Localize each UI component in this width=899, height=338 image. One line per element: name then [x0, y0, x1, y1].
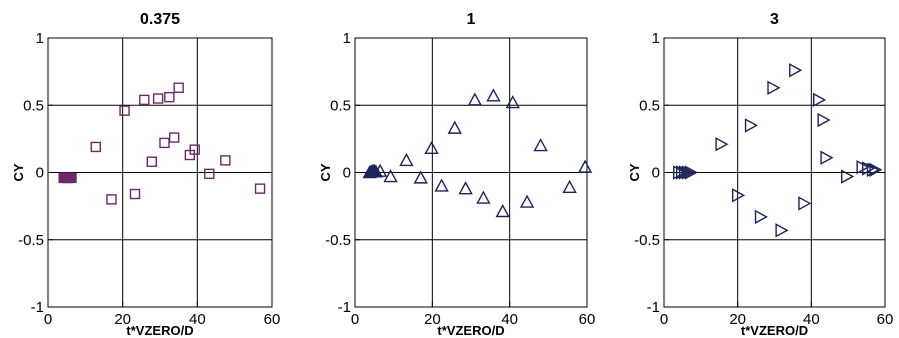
data-point [775, 223, 789, 238]
x-tick-label: 40 [189, 311, 206, 328]
data-point [220, 155, 231, 166]
data-point [106, 194, 117, 205]
chart-title: 0.375 [140, 11, 180, 28]
y-tick-label: -0.5 [325, 232, 351, 249]
data-point [168, 132, 180, 143]
data-point [139, 94, 150, 106]
data-point [577, 159, 593, 173]
data-point [495, 204, 510, 218]
data-point [684, 165, 698, 180]
x-tick-label: 0 [660, 311, 668, 328]
y-tick-label: 0.5 [330, 97, 351, 114]
data-point [562, 179, 577, 193]
data-point [486, 88, 501, 102]
data-point [731, 188, 746, 203]
data-point [866, 162, 880, 177]
y-tick-label: -1 [338, 299, 351, 316]
x-tick-label: 20 [424, 311, 441, 328]
data-point [204, 168, 215, 180]
y-tick-label: 0 [343, 165, 351, 182]
data-point [767, 80, 781, 95]
data-point [744, 118, 759, 133]
data-point [813, 92, 827, 108]
data-point [159, 137, 170, 149]
x-axis-label: t*VZERO/D [437, 323, 504, 338]
chart-3: 3 0 20 40 60 1 0.5 0 -0.5 -1 t*VZERO/D CY [627, 11, 893, 338]
data-point [861, 161, 876, 176]
data-point [840, 169, 855, 184]
data-point [476, 190, 491, 204]
data-point [399, 152, 414, 167]
y-tick-label: 1 [652, 30, 660, 47]
x-axis-label: t*VZERO/D [741, 323, 808, 338]
data-point [820, 150, 834, 165]
data-point [146, 156, 157, 167]
data-point [189, 144, 200, 155]
data-point [447, 120, 462, 134]
y-tick-label: 0.5 [23, 97, 44, 114]
y-tick-label: 1 [36, 30, 44, 47]
x-tick-label: 0 [44, 311, 52, 328]
y-tick-label: 0.5 [639, 97, 660, 114]
data-point [798, 196, 812, 211]
data-point [789, 63, 803, 78]
data-point [458, 181, 473, 195]
data-point [715, 137, 729, 152]
data-point [90, 141, 101, 153]
x-tick-label: 0 [351, 311, 359, 328]
data-point [505, 95, 520, 109]
x-tick-label: 60 [877, 311, 894, 328]
data-point [754, 209, 768, 225]
data-point [164, 91, 175, 103]
data-point [254, 183, 266, 194]
x-axis-label: t*VZERO/D [126, 323, 193, 338]
data-point [152, 93, 164, 104]
x-tick-label: 40 [803, 311, 820, 328]
y-axis-label: CY [627, 163, 642, 181]
y-axis-label: CY [11, 163, 26, 181]
x-tick-label: 20 [114, 311, 131, 328]
data-point [372, 163, 388, 177]
chart-title: 3 [770, 11, 779, 28]
y-tick-label: -1 [647, 299, 660, 316]
y-tick-label: -0.5 [18, 232, 44, 249]
data-point [119, 105, 130, 116]
x-tick-label: 40 [501, 311, 518, 328]
data-point [383, 169, 398, 183]
data-point [533, 138, 548, 152]
y-tick-label: -0.5 [634, 232, 660, 249]
y-tick-label: 0 [36, 165, 44, 182]
chart-2: 1 0 20 40 60 1 0.5 0 -0.5 -1 t*VZERO/D CY [318, 11, 595, 338]
x-tick-label: 60 [264, 311, 281, 328]
data-point [817, 112, 831, 128]
data-point [434, 178, 449, 192]
data-point [129, 188, 141, 200]
x-tick-label: 20 [729, 311, 746, 328]
data-point [467, 92, 483, 106]
data-point [519, 194, 535, 208]
y-tick-label: 1 [343, 30, 351, 47]
data-point [869, 162, 883, 177]
data-point [413, 170, 428, 184]
x-tick-label: 60 [579, 311, 596, 328]
data-point [173, 82, 184, 93]
y-axis-label: CY [318, 163, 333, 181]
data-point [66, 172, 77, 184]
chart-1: 0.375 0 20 40 60 1 0.5 0 -0.5 -1 t*VZERO/D CY [11, 11, 280, 338]
y-tick-label: 0 [652, 165, 660, 182]
chart-title: 1 [467, 11, 476, 28]
data-point [681, 165, 696, 180]
y-tick-label: -1 [31, 299, 44, 316]
data-point [424, 140, 439, 154]
